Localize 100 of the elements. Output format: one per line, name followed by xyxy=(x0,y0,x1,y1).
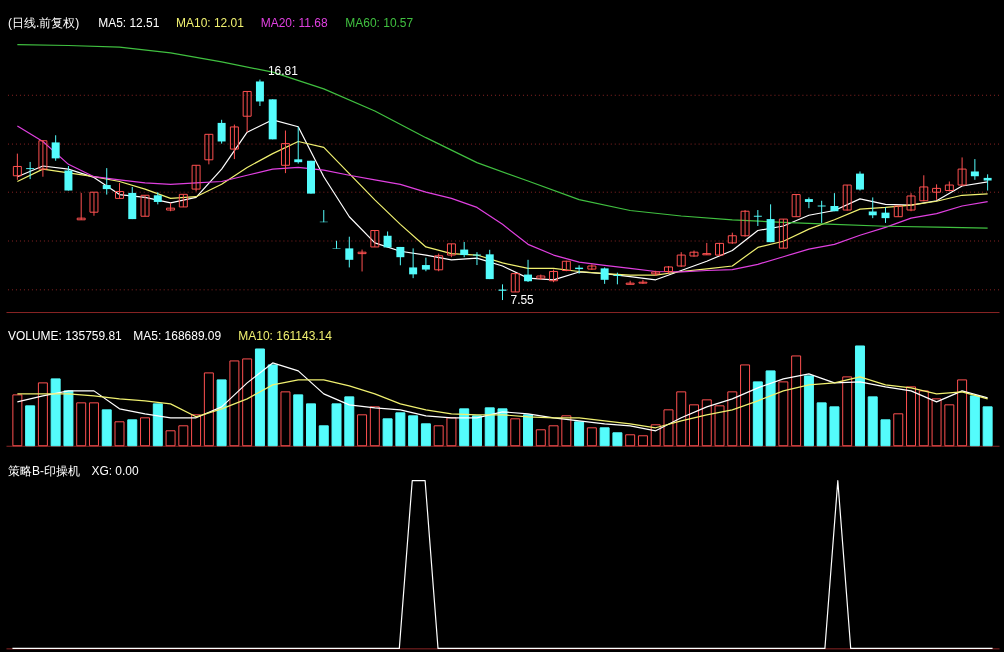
candlestick xyxy=(357,249,367,272)
bar xyxy=(76,402,87,447)
bar xyxy=(344,396,355,447)
bar xyxy=(714,405,725,447)
candlestick xyxy=(804,196,813,209)
candlestick xyxy=(753,209,762,227)
candlestick xyxy=(38,140,48,178)
candlestick xyxy=(51,134,60,162)
bar xyxy=(293,394,304,447)
bar xyxy=(140,417,151,447)
text: MA60: 10.57 xyxy=(345,15,414,30)
text: MA20: 11.68 xyxy=(260,15,328,30)
bar xyxy=(854,345,865,447)
candlestick xyxy=(345,236,354,268)
bar xyxy=(50,378,61,447)
bar xyxy=(931,398,942,447)
bar xyxy=(471,415,482,447)
bar xyxy=(267,364,278,447)
candlestick xyxy=(229,124,239,160)
candlestick xyxy=(957,156,967,187)
bar xyxy=(446,417,457,447)
text: MA10: 161143.14 xyxy=(238,328,333,343)
candlestick xyxy=(76,192,86,221)
candlestick xyxy=(204,133,214,165)
bar xyxy=(918,390,929,447)
bar xyxy=(791,355,802,447)
bar xyxy=(306,403,316,447)
annotation: 7.55 xyxy=(510,293,535,308)
candlestick xyxy=(855,170,864,192)
text: MA5: 168689.09 xyxy=(133,328,222,343)
bar xyxy=(969,395,980,447)
chart-title: (日线.前复权) xyxy=(7,15,80,30)
bar xyxy=(880,419,891,447)
candlestick xyxy=(766,203,775,243)
bar xyxy=(484,407,495,447)
candlestick xyxy=(294,126,303,165)
bar xyxy=(727,391,738,447)
bar xyxy=(637,435,648,447)
bar xyxy=(420,423,431,447)
bar xyxy=(382,418,393,447)
bar xyxy=(178,425,189,447)
bar xyxy=(152,403,163,447)
bar xyxy=(242,358,253,447)
bar xyxy=(701,399,712,447)
bar xyxy=(599,427,610,447)
candlestick xyxy=(842,184,852,212)
bar xyxy=(191,414,202,447)
bar xyxy=(765,370,776,447)
bar xyxy=(676,391,687,447)
bar xyxy=(906,386,917,447)
bar xyxy=(357,414,368,447)
bar xyxy=(229,360,240,447)
bar xyxy=(497,408,508,447)
bar xyxy=(395,412,406,447)
bar xyxy=(127,419,138,447)
bar xyxy=(280,391,291,447)
text: XG: 0.00 xyxy=(91,463,139,478)
candlestick xyxy=(26,161,35,180)
bar xyxy=(586,427,597,447)
bar xyxy=(778,381,789,447)
bar xyxy=(829,406,840,447)
bar xyxy=(561,415,572,447)
candlestick xyxy=(689,250,699,258)
bar xyxy=(101,409,112,447)
annotation: 16.81 xyxy=(267,63,299,78)
candlestick xyxy=(791,194,801,218)
candlestick xyxy=(970,158,979,181)
text: MA10: 12.01 xyxy=(176,15,245,30)
bar xyxy=(523,414,534,447)
candlestick xyxy=(280,130,290,174)
bar xyxy=(216,379,227,447)
bar xyxy=(318,425,329,447)
bar xyxy=(25,405,36,447)
candlestick xyxy=(409,247,418,279)
candlestick xyxy=(778,218,788,249)
candlestick xyxy=(421,257,430,272)
chart-title: VOLUME: 135759.81 xyxy=(7,328,123,343)
bar xyxy=(689,404,699,447)
bar xyxy=(510,418,521,447)
bar xyxy=(369,406,380,447)
bar xyxy=(203,372,214,447)
text: MA5: 12.51 xyxy=(98,15,160,30)
bar xyxy=(867,396,878,447)
candlestick xyxy=(932,183,942,201)
bar xyxy=(663,409,674,447)
bar xyxy=(957,379,968,447)
chart-title: 策略B-印操机 xyxy=(7,463,80,478)
bar xyxy=(37,382,48,447)
bar xyxy=(752,381,763,447)
candlestick xyxy=(191,164,201,192)
bar xyxy=(982,406,993,447)
bar xyxy=(63,390,74,447)
bar xyxy=(574,421,585,447)
bar xyxy=(740,364,751,447)
bar xyxy=(459,408,470,447)
candlestick xyxy=(472,251,481,266)
bar xyxy=(816,402,827,447)
bar xyxy=(803,375,814,447)
bar xyxy=(12,394,23,447)
candlestick xyxy=(12,153,22,181)
